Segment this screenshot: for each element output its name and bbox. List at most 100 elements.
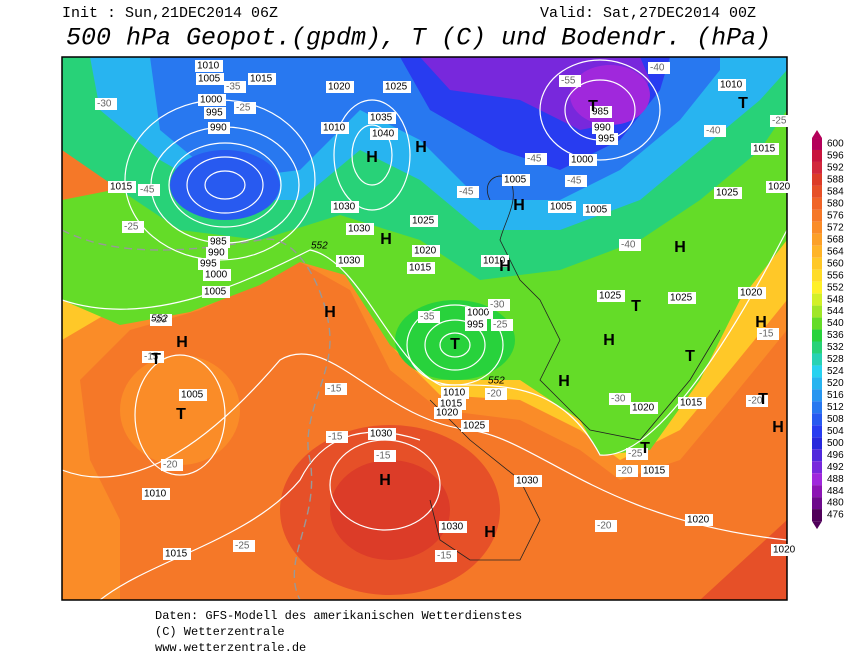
isobar-label: 1010 <box>197 61 220 72</box>
isobar-label-box <box>583 204 611 216</box>
temp-label-box <box>374 450 396 462</box>
scale-cap <box>812 130 822 138</box>
isobar-label: 985 <box>592 107 609 118</box>
temp-label-box <box>565 175 587 187</box>
isobar-label-box <box>370 128 398 140</box>
isobar-label: 1020 <box>414 246 437 257</box>
temp-label-box <box>326 431 348 443</box>
temp-label: -20 <box>163 460 178 471</box>
isobar-label-box <box>204 107 226 119</box>
scale-label: 540 <box>827 318 844 329</box>
pressure-center: H <box>499 258 511 275</box>
scale-label: 560 <box>827 258 844 269</box>
temp-label: -45 <box>459 187 474 198</box>
valid-time: Valid: Sat,27DEC2014 00Z <box>540 5 756 22</box>
scale-label: 568 <box>827 234 844 245</box>
scale-box <box>812 473 822 486</box>
scale-box <box>812 425 822 438</box>
temp-label: -15 <box>328 432 343 443</box>
temp-label: -25 <box>124 222 139 233</box>
isobar-label-box <box>179 389 207 401</box>
temp-label: -15 <box>327 384 342 395</box>
temp-label: -45 <box>527 154 542 165</box>
temp-label: -45 <box>140 185 155 196</box>
isobar-label: 995 <box>598 134 615 145</box>
footer-copyright: (C) Wetterzentrale <box>155 625 285 639</box>
scale-label: 524 <box>827 366 844 377</box>
temp-label: -55 <box>561 76 576 87</box>
scale-label: 496 <box>827 450 844 461</box>
temp-label: -20 <box>618 466 633 477</box>
isobar-label: 1015 <box>250 74 273 85</box>
isobar-label: 1015 <box>680 398 703 409</box>
pressure-center: T <box>631 298 641 315</box>
temp-label-box <box>488 299 510 311</box>
pressure-center: T <box>176 406 186 423</box>
isobar-label-box <box>678 397 706 409</box>
scale-box <box>812 138 822 150</box>
temp-label: -20 <box>597 521 612 532</box>
isobar-label: 1015 <box>110 182 133 193</box>
isobar-label: 1030 <box>370 429 393 440</box>
isobar-label-box <box>248 73 276 85</box>
isobar-label: 1015 <box>753 144 776 155</box>
isobar-label: 1010 <box>443 388 466 399</box>
temp-label-box <box>142 351 164 363</box>
scale-box <box>812 461 822 474</box>
isobar-label: 1005 <box>204 287 227 298</box>
temp-label-box <box>619 239 641 251</box>
temp-label: -25 <box>235 541 250 552</box>
isobar-label: 1000 <box>571 155 594 166</box>
scale-box <box>812 161 822 174</box>
isobar-label: 1000 <box>200 95 223 106</box>
isobar-label-box <box>590 106 612 118</box>
temp-label: -45 <box>567 176 582 187</box>
temp-label: -40 <box>621 240 636 251</box>
isobar-label-box <box>206 247 228 259</box>
temp-label: -30 <box>490 300 505 311</box>
scale-label: 548 <box>827 294 844 305</box>
scale-box <box>812 341 822 354</box>
map-frame <box>61 56 788 601</box>
temp-label-box <box>559 75 581 87</box>
temp-label-box <box>626 448 648 460</box>
isobar-label-box <box>481 255 509 267</box>
isobar-label-box <box>461 420 489 432</box>
temp-label-box <box>138 184 160 196</box>
isobar-label: 1030 <box>516 476 539 487</box>
scale-label: 600 <box>827 139 844 150</box>
pressure-center: H <box>558 373 570 390</box>
isobar-label-box <box>108 181 136 193</box>
scale-label: 492 <box>827 462 844 473</box>
isobar-label: 1010 <box>144 489 167 500</box>
isobar-label: 1020 <box>328 82 351 93</box>
scale-box <box>812 401 822 414</box>
isobar-label: 1020 <box>768 182 791 193</box>
scale-box <box>812 497 822 510</box>
isobar-label-box <box>766 181 794 193</box>
isobar-label-box <box>718 79 746 91</box>
temp-label: -15 <box>144 352 159 363</box>
isobar-label-box <box>597 290 625 302</box>
scale-box <box>812 329 822 342</box>
scale-box <box>812 281 822 294</box>
isobar-label-box <box>198 94 226 106</box>
temp-label: -25 <box>772 116 787 127</box>
pressure-center: T <box>685 348 695 365</box>
isobar-label-box <box>465 307 493 319</box>
scale-box <box>812 257 822 270</box>
temp-label-box <box>224 81 246 93</box>
scale-label: 512 <box>827 402 844 413</box>
isobar-label: 1020 <box>436 408 459 419</box>
isobar-label-box <box>592 122 614 134</box>
scale-box <box>812 305 822 318</box>
isobar-label-box <box>751 143 779 155</box>
scale-box <box>812 437 822 450</box>
pressure-center: H <box>513 197 525 214</box>
isobar-label-box <box>346 223 374 235</box>
scale-box <box>812 389 822 402</box>
isobar-label-box <box>202 286 230 298</box>
temp-label-box <box>325 383 347 395</box>
scale-box <box>812 245 822 258</box>
isobar-label-box <box>668 292 696 304</box>
